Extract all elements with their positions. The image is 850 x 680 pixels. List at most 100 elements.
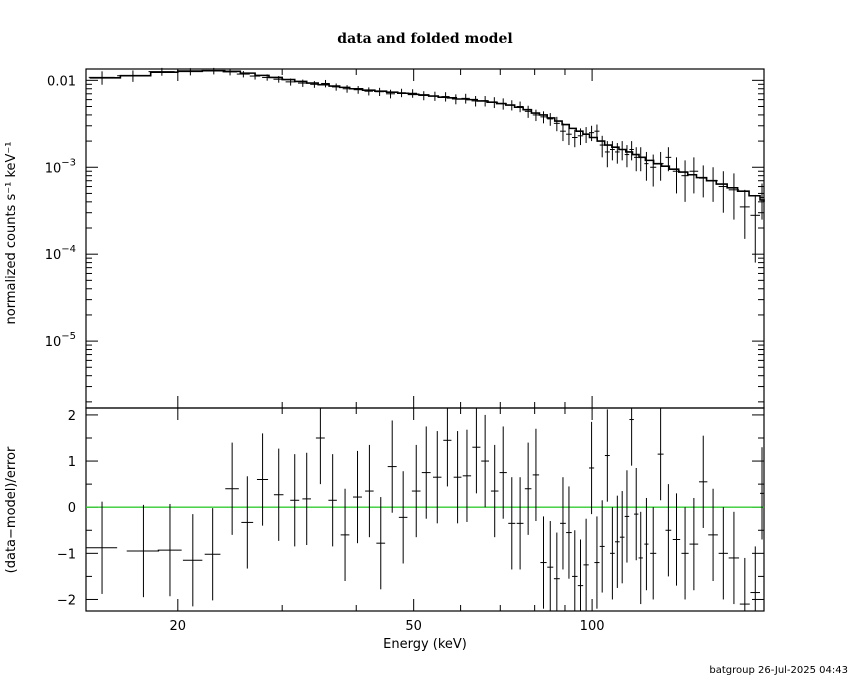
footer-stamp: batgroup 26-Jul-2025 04:43 bbox=[709, 665, 848, 676]
data-point bbox=[375, 87, 384, 97]
residual-point bbox=[204, 508, 221, 601]
data-points bbox=[88, 67, 764, 263]
residual-point bbox=[547, 521, 554, 611]
residual-point bbox=[588, 421, 595, 515]
residual-point bbox=[553, 532, 560, 611]
data-point bbox=[249, 72, 261, 80]
data-point bbox=[532, 109, 540, 122]
residual-point bbox=[718, 507, 728, 600]
y-tick-label: 2 bbox=[68, 409, 76, 424]
residual-point bbox=[604, 409, 610, 502]
residual-point bbox=[472, 408, 481, 494]
residual-point bbox=[760, 447, 764, 540]
y-tick-label: 0.01 bbox=[47, 74, 76, 89]
residual-point bbox=[739, 557, 750, 611]
residual-point bbox=[708, 488, 718, 582]
data-point bbox=[572, 129, 578, 148]
data-point bbox=[760, 183, 764, 220]
residual-point bbox=[411, 444, 421, 538]
data-point bbox=[204, 67, 224, 75]
data-point bbox=[577, 128, 584, 146]
residual-point bbox=[650, 507, 657, 600]
residual-point bbox=[182, 514, 203, 607]
data-point bbox=[273, 76, 284, 83]
data-point bbox=[117, 70, 148, 82]
top-panel-frame bbox=[85, 68, 765, 409]
data-point bbox=[222, 68, 238, 76]
residual-point bbox=[241, 476, 254, 569]
data-point bbox=[310, 81, 319, 88]
residual-point bbox=[443, 408, 452, 487]
residual-point bbox=[681, 507, 689, 600]
x-tick-label: 50 bbox=[405, 619, 422, 634]
data-point bbox=[644, 151, 649, 181]
x-axis-label: Energy (keV) bbox=[383, 637, 467, 652]
residual-point bbox=[86, 501, 118, 594]
bottom-x-ticks: 20 50 100 bbox=[170, 408, 605, 634]
data-point bbox=[430, 91, 440, 101]
data-point bbox=[262, 74, 273, 81]
data-point bbox=[614, 143, 620, 164]
residual-point bbox=[273, 448, 284, 541]
residual-point bbox=[599, 500, 605, 593]
data-point bbox=[583, 127, 589, 144]
data-point bbox=[508, 100, 516, 111]
data-point bbox=[699, 165, 708, 198]
residual-point bbox=[524, 442, 532, 535]
residual-point bbox=[750, 546, 761, 611]
residual-point bbox=[225, 442, 239, 535]
data-point bbox=[461, 93, 470, 104]
data-point bbox=[599, 135, 605, 158]
residual-point bbox=[398, 471, 408, 564]
residual-point bbox=[619, 491, 625, 584]
data-point bbox=[177, 68, 203, 76]
residual-point bbox=[499, 426, 507, 519]
data-point bbox=[397, 88, 406, 98]
residual-point bbox=[665, 484, 672, 577]
x-tick-label: 100 bbox=[580, 619, 605, 634]
data-point bbox=[624, 145, 630, 168]
data-point bbox=[547, 113, 554, 126]
data-point bbox=[88, 71, 115, 85]
residual-point bbox=[689, 497, 699, 591]
data-point bbox=[657, 151, 664, 181]
residual-point bbox=[540, 516, 547, 609]
data-point bbox=[516, 101, 524, 113]
data-point bbox=[236, 71, 250, 78]
data-point bbox=[650, 154, 657, 187]
residual-point bbox=[126, 504, 160, 598]
data-point bbox=[321, 79, 330, 88]
residual-point bbox=[624, 470, 630, 563]
bottom-y-ticks: 2 1 0 −1 −2 bbox=[57, 409, 764, 608]
top-x-ticks bbox=[177, 69, 593, 408]
residual-point bbox=[577, 539, 584, 611]
residual-point bbox=[376, 497, 386, 590]
residual-point bbox=[290, 454, 300, 547]
data-point bbox=[665, 147, 672, 172]
top-y-ticks: 0.01 10−3 10−4 10−5 bbox=[45, 74, 764, 403]
data-point bbox=[634, 147, 639, 172]
data-point bbox=[619, 141, 625, 161]
residual-point bbox=[433, 431, 442, 524]
y-tick-label: 0 bbox=[68, 501, 76, 516]
residual-point bbox=[532, 428, 540, 522]
data-point bbox=[385, 89, 395, 99]
residual-points bbox=[86, 408, 764, 611]
data-point bbox=[419, 91, 429, 101]
data-point bbox=[708, 167, 718, 202]
data-point bbox=[331, 83, 341, 91]
residual-point bbox=[302, 452, 311, 546]
residual-point bbox=[256, 433, 269, 526]
residual-point bbox=[566, 486, 572, 579]
y-tick-label: 10−5 bbox=[45, 331, 76, 350]
data-point bbox=[609, 141, 615, 161]
data-point bbox=[588, 125, 595, 142]
y-tick-label: −1 bbox=[57, 547, 76, 562]
data-point bbox=[739, 189, 750, 239]
residual-point bbox=[583, 518, 589, 611]
residual-point bbox=[614, 495, 620, 588]
residual-point bbox=[657, 408, 664, 501]
residual-point bbox=[629, 408, 634, 466]
data-point bbox=[471, 96, 480, 107]
